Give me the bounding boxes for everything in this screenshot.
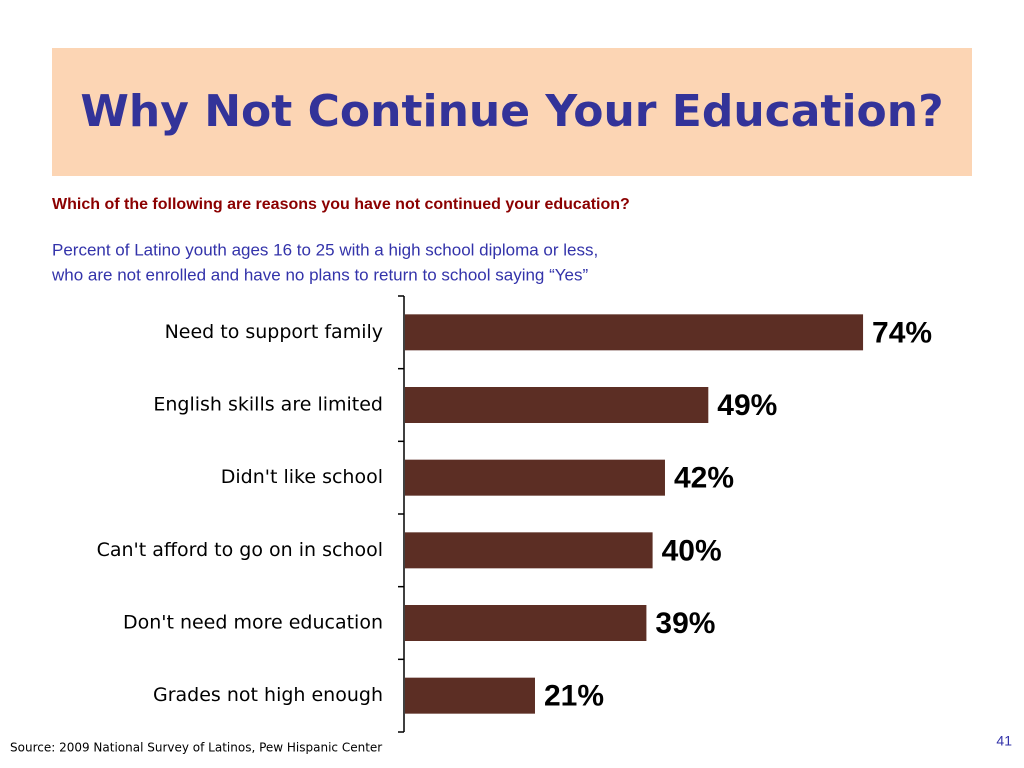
source: Source: 2009 National Survey of Latinos,… (10, 741, 382, 755)
bar (405, 459, 665, 496)
page-number: 41 (996, 733, 1012, 749)
chart-subtitle: Which of the following are reasons you h… (52, 196, 630, 213)
category-label: Grades not high enough (153, 684, 383, 706)
value-label: 49% (717, 389, 777, 422)
value-label: 74% (872, 316, 932, 349)
bar (405, 677, 535, 714)
bar (405, 605, 647, 641)
bar (405, 314, 864, 351)
chart-note: Percent of Latino youth ages 16 to 25 wi… (52, 240, 598, 259)
chart-note: who are not enrolled and have no plans t… (51, 265, 588, 284)
category-label: English skills are limited (153, 394, 383, 416)
category-label: Didn't like school (221, 466, 383, 488)
value-label: 39% (655, 607, 715, 640)
bar (405, 387, 709, 423)
category-label: Don't need more education (123, 612, 383, 634)
category-label: Need to support family (165, 321, 383, 343)
value-label: 21% (544, 680, 604, 713)
value-label: 42% (674, 462, 734, 495)
title-box (52, 48, 972, 176)
value-label: 40% (662, 534, 722, 567)
chart-title: Why Not Continue Your Education? (80, 86, 943, 137)
category-label: Can't afford to go on in school (97, 539, 383, 561)
bar (405, 532, 653, 569)
